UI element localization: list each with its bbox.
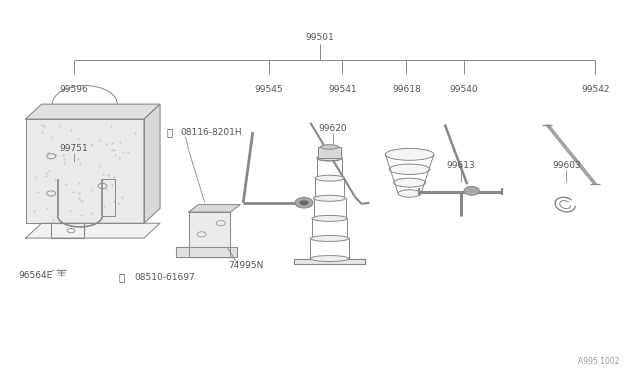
- Text: 99542: 99542: [581, 85, 609, 94]
- Ellipse shape: [316, 175, 344, 181]
- Circle shape: [464, 186, 479, 195]
- Text: 74995N: 74995N: [228, 262, 264, 270]
- Text: 99751: 99751: [60, 144, 88, 153]
- Polygon shape: [26, 119, 144, 223]
- Polygon shape: [318, 147, 341, 158]
- Ellipse shape: [312, 215, 348, 221]
- Text: 99501: 99501: [306, 33, 334, 42]
- Text: 99596: 99596: [60, 85, 88, 94]
- Polygon shape: [144, 104, 160, 223]
- Circle shape: [295, 198, 313, 208]
- Polygon shape: [176, 247, 237, 257]
- Text: 99541: 99541: [328, 85, 356, 94]
- Ellipse shape: [310, 256, 349, 262]
- Polygon shape: [26, 223, 160, 238]
- Ellipse shape: [394, 178, 426, 187]
- Text: Ⓑ: Ⓑ: [166, 127, 173, 137]
- Text: 99540: 99540: [450, 85, 478, 94]
- Circle shape: [300, 200, 308, 205]
- Text: 99545: 99545: [255, 85, 283, 94]
- Ellipse shape: [317, 155, 342, 161]
- Text: 99613: 99613: [447, 161, 475, 170]
- Ellipse shape: [398, 190, 421, 197]
- Polygon shape: [189, 212, 230, 257]
- Text: A995 1002: A995 1002: [578, 357, 619, 366]
- Polygon shape: [189, 205, 240, 212]
- Text: 99620: 99620: [319, 124, 347, 133]
- Text: 08116-8201H: 08116-8201H: [180, 128, 242, 137]
- Ellipse shape: [385, 148, 434, 160]
- Ellipse shape: [389, 164, 430, 174]
- Ellipse shape: [321, 145, 339, 149]
- Text: 99618: 99618: [392, 85, 420, 94]
- Ellipse shape: [317, 155, 342, 161]
- Text: 08510-61697: 08510-61697: [135, 273, 195, 282]
- Polygon shape: [26, 104, 160, 119]
- Text: Ⓢ: Ⓢ: [118, 272, 125, 282]
- Polygon shape: [294, 259, 365, 264]
- Text: 96564E: 96564E: [18, 271, 52, 280]
- Text: 99603: 99603: [552, 161, 580, 170]
- Ellipse shape: [310, 235, 349, 241]
- Ellipse shape: [314, 195, 346, 201]
